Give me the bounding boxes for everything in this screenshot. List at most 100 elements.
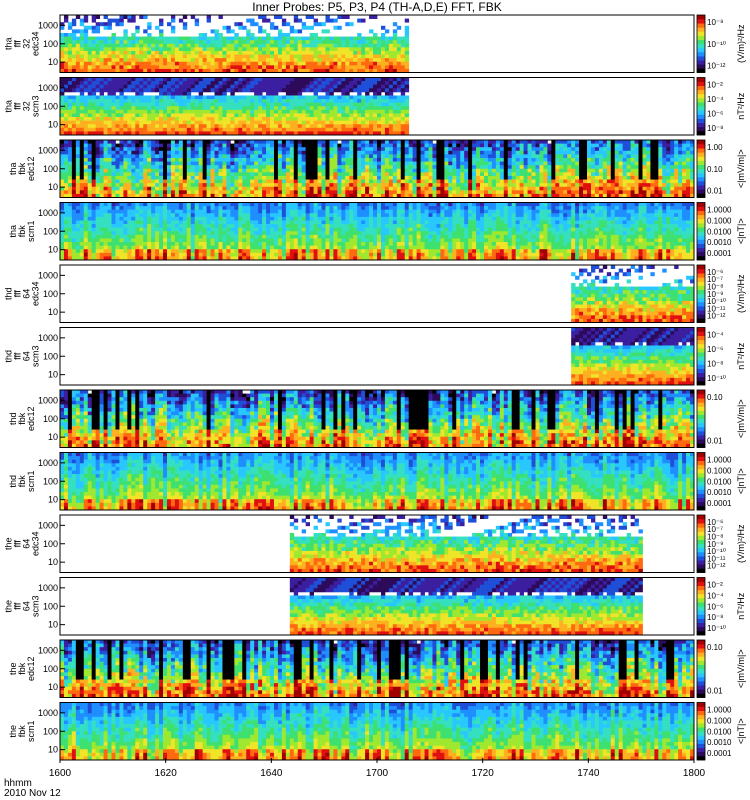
colorbar-segment: [697, 93, 705, 99]
heatmap-cell: [123, 99, 128, 104]
heatmap-cell: [258, 43, 263, 48]
colorbar-tick-label: 10⁻⁴: [707, 95, 724, 104]
heatmap-cell: [317, 40, 322, 45]
heatmap-cell: [630, 179, 635, 184]
heatmap-cell: [87, 84, 93, 89]
heatmap-cell: [266, 131, 271, 136]
heatmap-cell: [99, 88, 104, 93]
colorbar-frame: [696, 14, 706, 73]
colorbar-segment: [697, 102, 705, 107]
heatmap-cell: [79, 50, 85, 55]
heatmap-cell: [491, 168, 497, 173]
heatmap-cell: [305, 124, 311, 129]
heatmap-cell: [71, 99, 77, 104]
heatmap-cell: [329, 124, 334, 129]
heatmap-cell: [67, 32, 73, 37]
heatmap-cell: [483, 140, 489, 144]
heatmap-cell: [182, 190, 188, 195]
heatmap-cell: [309, 58, 314, 63]
heatmap-cell: [305, 109, 311, 114]
heatmap-cell: [499, 140, 505, 144]
heatmap-cell: [281, 68, 287, 73]
heatmap-cell: [139, 77, 144, 82]
heatmap-cell: [103, 95, 108, 100]
heatmap-cell: [571, 175, 576, 180]
heatmap-cell: [131, 54, 136, 59]
heatmap-cell: [277, 40, 283, 45]
heatmap-cell: [590, 147, 596, 152]
heatmap-cell: [400, 50, 406, 55]
heatmap-cell: [321, 47, 326, 52]
heatmap-cell: [297, 117, 303, 122]
heatmap-cell: [507, 168, 513, 173]
heatmap-cell: [123, 36, 128, 41]
heatmap-cell: [365, 186, 370, 191]
heatmap-cell: [491, 193, 497, 198]
heatmap-cell: [297, 40, 303, 45]
heatmap-cell: [353, 88, 358, 93]
heatmap-cell: [186, 140, 192, 144]
heatmap-cell: [230, 175, 235, 180]
heatmap-cell: [246, 47, 251, 52]
heatmap-cell: [99, 22, 104, 27]
heatmap-cell: [131, 127, 136, 132]
heatmap-cell: [408, 157, 414, 162]
heatmap-cell: [95, 190, 101, 195]
heatmap-cell: [214, 154, 219, 159]
heatmap-cell: [464, 183, 469, 188]
heatmap-cell: [159, 40, 164, 45]
heatmap-cell: [270, 109, 275, 114]
heatmap-cell: [131, 47, 136, 52]
heatmap-cell: [119, 43, 124, 48]
heatmap-cell: [313, 161, 318, 166]
heatmap-cell: [289, 179, 295, 184]
heatmap-cell: [654, 161, 659, 166]
heatmap-cell: [99, 81, 104, 86]
heatmap-cell: [468, 179, 473, 184]
heatmap-cell: [606, 161, 612, 166]
heatmap-cell: [210, 127, 215, 132]
heatmap-cell: [123, 131, 128, 136]
heatmap-cell: [551, 150, 556, 155]
heatmap-cell: [440, 183, 445, 188]
heatmap-cell: [266, 43, 271, 48]
heatmap-cell: [115, 84, 120, 89]
heatmap-cell: [123, 157, 128, 162]
heatmap-cell: [622, 147, 628, 152]
heatmap-cell: [155, 193, 160, 198]
heatmap-cell: [357, 36, 362, 41]
heatmap-cell: [155, 154, 160, 159]
heatmap-cell: [317, 186, 322, 191]
heatmap-cell: [452, 190, 457, 195]
heatmap-cell: [341, 143, 346, 148]
heatmap-cell: [246, 113, 251, 118]
heatmap-cell: [123, 120, 128, 125]
heatmap-cell: [392, 58, 398, 63]
heatmap-cell: [598, 175, 604, 180]
heatmap-cell: [178, 143, 184, 148]
heatmap-cell: [289, 117, 295, 122]
heatmap-cell: [262, 84, 267, 89]
heatmap-cell: [139, 84, 144, 89]
heatmap-cell: [182, 175, 188, 180]
heatmap-cell: [590, 154, 596, 159]
heatmap-cell: [321, 113, 326, 118]
heatmap-cell: [242, 43, 247, 48]
heatmap-cell: [222, 127, 227, 132]
heatmap-cell: [238, 165, 243, 170]
heatmap-cell: [262, 120, 267, 125]
heatmap-cell: [111, 179, 116, 184]
heatmap-cell: [293, 106, 299, 111]
heatmap-cell: [345, 95, 350, 100]
heatmap-cell: [123, 113, 128, 118]
heatmap-cell: [483, 183, 489, 188]
heatmap-cell: [400, 124, 406, 129]
heatmap-cell: [519, 179, 525, 184]
heatmap-cell: [365, 165, 370, 170]
heatmap-cell: [139, 157, 144, 162]
heatmap-cell: [206, 131, 211, 136]
heatmap-cell: [103, 50, 108, 55]
heatmap-cell: [309, 77, 314, 82]
heatmap-cell: [194, 143, 200, 148]
heatmap-cell: [95, 161, 101, 166]
